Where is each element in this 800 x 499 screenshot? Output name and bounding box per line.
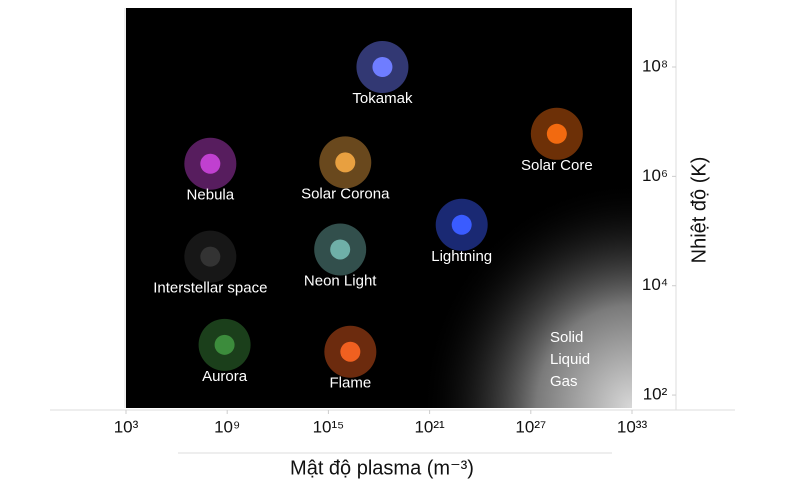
y-tick-label: 10⁶ <box>642 166 668 185</box>
point-label: Lightning <box>431 248 492 265</box>
point <box>451 214 472 235</box>
x-tick-label: 10²¹ <box>414 417 445 436</box>
x-tick-label: 10³ <box>114 417 139 436</box>
x-tick-label: 10¹⁵ <box>313 417 345 436</box>
point <box>546 123 567 144</box>
y-tick-label: 10² <box>643 385 668 404</box>
point-label: Flame <box>330 375 372 392</box>
phase-label: Gas <box>550 373 578 390</box>
phase-label: Solid <box>550 329 583 346</box>
y-tick-label: 10⁸ <box>642 56 668 75</box>
phase-label: Liquid <box>550 351 590 368</box>
point-label: Tokamak <box>352 90 413 107</box>
point-label: Nebula <box>187 187 235 204</box>
point-label: Aurora <box>202 368 248 385</box>
point <box>372 57 393 78</box>
point <box>214 334 235 355</box>
y-axis-label: Nhiệt độ (K) <box>688 157 710 264</box>
point-label: Solar Core <box>521 157 593 174</box>
point <box>340 341 361 362</box>
point <box>330 239 351 260</box>
point <box>335 152 356 173</box>
point-label: Neon Light <box>304 272 377 289</box>
y-tick-label: 10⁴ <box>642 275 668 294</box>
x-tick-label: 10³³ <box>617 417 648 436</box>
point-label: Interstellar space <box>153 280 267 297</box>
point-label: Solar Corona <box>301 185 390 202</box>
x-tick-label: 10²⁷ <box>515 417 546 436</box>
point <box>200 153 221 174</box>
x-axis-label: Mật độ plasma (m⁻³) <box>290 457 474 479</box>
point <box>200 246 221 267</box>
x-tick-label: 10⁹ <box>214 417 240 436</box>
